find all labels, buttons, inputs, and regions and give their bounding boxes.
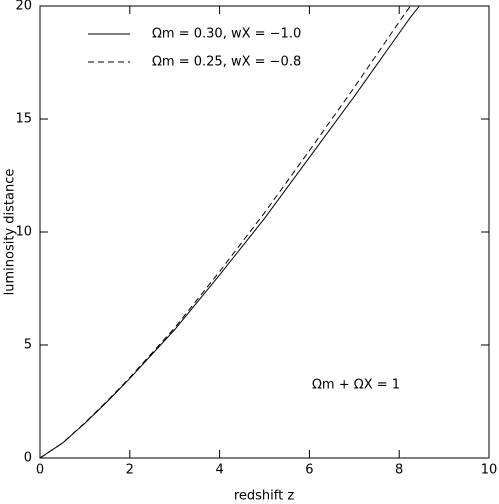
x-tick-label: 4 xyxy=(215,463,223,478)
plot-frame xyxy=(39,5,490,459)
x-tick-label: 2 xyxy=(126,463,134,478)
legend-label: Ωm = 0.25, wX = −0.8 xyxy=(152,55,301,70)
data-line xyxy=(39,5,420,459)
x-tick-label: 0 xyxy=(36,463,44,478)
y-tick-label: 0 xyxy=(24,451,32,466)
x-tick-label: 10 xyxy=(481,463,498,478)
legend-label: Ωm = 0.30, wX = −1.0 xyxy=(152,27,301,42)
x-axis-label: redshift z xyxy=(234,489,295,504)
x-tick-label: 6 xyxy=(305,463,313,478)
x-tick-label: 8 xyxy=(395,463,403,478)
annotation: Ωm + ΩX = 1 xyxy=(312,378,400,393)
y-tick-label: 15 xyxy=(15,112,32,127)
data-line xyxy=(39,5,411,459)
y-axis-label: luminosity distance xyxy=(3,169,18,296)
y-tick-label: 20 xyxy=(15,0,32,14)
y-tick-label: 5 xyxy=(24,338,32,353)
y-tick-label: 10 xyxy=(15,225,32,240)
